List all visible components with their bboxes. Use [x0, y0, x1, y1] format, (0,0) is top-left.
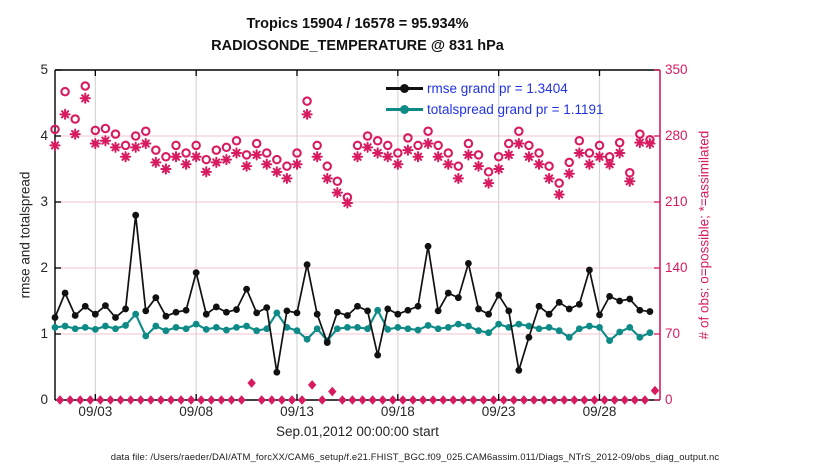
legend: rmse grand pr = 1.3404 totalspread grand… — [386, 78, 604, 120]
left-tick-label: 3 — [40, 194, 48, 209]
legend-item-totalspread: totalspread grand pr = 1.1191 — [386, 99, 604, 120]
right-tick-label: 280 — [665, 128, 688, 143]
data-file-caption: data file: /Users/raeder/DAI/ATM_forcXX/… — [110, 452, 720, 463]
x-axis-label: Sep.01,2012 00:00:00 start — [276, 424, 439, 439]
left-tick-label: 0 — [40, 392, 48, 407]
x-tick-label: 09/03 — [78, 404, 113, 419]
x-tick-label: 09/23 — [481, 404, 516, 419]
x-tick-label: 09/18 — [380, 404, 415, 419]
right-tick-label: 210 — [665, 194, 688, 209]
figure-title-line1: Tropics 15904 / 16578 = 95.934% — [246, 16, 469, 32]
rmse-marker-icon — [400, 84, 409, 93]
left-tick-label: 2 — [40, 260, 48, 275]
right-tick-label: 0 — [665, 392, 673, 407]
legend-label-totalspread: totalspread grand pr = 1.1191 — [427, 102, 604, 117]
left-tick-label: 1 — [40, 326, 48, 341]
right-tick-label: 70 — [665, 326, 681, 341]
legend-item-rmse: rmse grand pr = 1.3404 — [386, 78, 604, 99]
x-tick-label: 09/08 — [179, 404, 214, 419]
right-tick-label: 350 — [665, 62, 688, 77]
x-axis-tick-labels: 09/03 09/08 09/13 09/18 09/23 09/28 — [55, 404, 660, 422]
rmse-line-sample — [386, 84, 423, 93]
left-tick-label: 4 — [40, 128, 48, 143]
plot-area: rmse grand pr = 1.3404 totalspread grand… — [49, 69, 661, 405]
legend-label-rmse: rmse grand pr = 1.3404 — [427, 81, 568, 96]
plot-canvas — [49, 69, 661, 405]
title-block: Tropics 15904 / 16578 = 95.934% RADIOSON… — [55, 13, 660, 57]
left-axis-tick-labels: 0 1 2 3 4 5 — [0, 62, 48, 407]
right-tick-label: 140 — [665, 260, 688, 275]
x-tick-label: 09/28 — [582, 404, 617, 419]
totalspread-marker-icon — [400, 105, 409, 114]
figure-title-line2: RADIOSONDE_TEMPERATURE @ 831 hPa — [211, 38, 504, 54]
totalspread-line-sample — [386, 105, 423, 114]
left-tick-label: 5 — [40, 62, 48, 77]
right-axis-tick-labels: 0 70 140 210 280 350 — [665, 62, 713, 407]
x-tick-label: 09/13 — [280, 404, 314, 419]
